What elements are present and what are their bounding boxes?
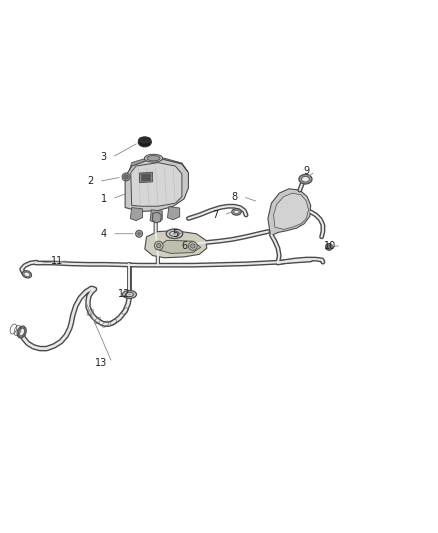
Text: 3: 3 — [101, 152, 107, 163]
Ellipse shape — [22, 271, 32, 278]
Polygon shape — [125, 159, 188, 212]
Text: 4: 4 — [101, 229, 107, 239]
Polygon shape — [155, 240, 201, 253]
Ellipse shape — [166, 229, 183, 239]
Ellipse shape — [19, 328, 25, 336]
Text: 12: 12 — [118, 288, 131, 298]
Circle shape — [191, 244, 195, 248]
Polygon shape — [150, 210, 162, 223]
Circle shape — [124, 175, 128, 179]
Polygon shape — [140, 172, 152, 183]
Text: 5: 5 — [173, 229, 179, 239]
Ellipse shape — [139, 137, 151, 143]
Polygon shape — [141, 174, 151, 181]
Circle shape — [325, 244, 332, 251]
Ellipse shape — [17, 326, 26, 338]
Ellipse shape — [138, 138, 151, 147]
Text: 13: 13 — [95, 358, 107, 368]
Polygon shape — [268, 189, 311, 236]
Circle shape — [138, 232, 141, 236]
Ellipse shape — [232, 208, 241, 215]
Text: 9: 9 — [304, 166, 310, 176]
Circle shape — [154, 241, 163, 250]
Polygon shape — [274, 193, 308, 229]
Polygon shape — [130, 157, 187, 171]
Ellipse shape — [123, 290, 137, 298]
Ellipse shape — [299, 174, 312, 184]
Text: 2: 2 — [88, 176, 94, 187]
Circle shape — [136, 230, 143, 237]
Polygon shape — [131, 207, 143, 221]
Polygon shape — [145, 231, 207, 258]
Ellipse shape — [128, 294, 131, 295]
Polygon shape — [131, 163, 182, 206]
Ellipse shape — [170, 231, 179, 236]
Ellipse shape — [145, 154, 162, 162]
Circle shape — [188, 241, 197, 251]
Ellipse shape — [24, 272, 30, 277]
Ellipse shape — [301, 176, 309, 182]
Polygon shape — [152, 212, 161, 223]
Ellipse shape — [234, 210, 239, 214]
Text: 10: 10 — [324, 240, 336, 251]
Circle shape — [156, 244, 161, 248]
Text: 11: 11 — [51, 256, 63, 266]
Circle shape — [122, 173, 130, 181]
Ellipse shape — [126, 292, 134, 297]
Text: 1: 1 — [101, 194, 107, 204]
Text: 8: 8 — [232, 192, 238, 201]
Ellipse shape — [147, 156, 160, 161]
Polygon shape — [167, 207, 180, 220]
Ellipse shape — [172, 233, 177, 235]
Text: 6: 6 — [181, 240, 187, 251]
Text: 7: 7 — [212, 210, 218, 220]
